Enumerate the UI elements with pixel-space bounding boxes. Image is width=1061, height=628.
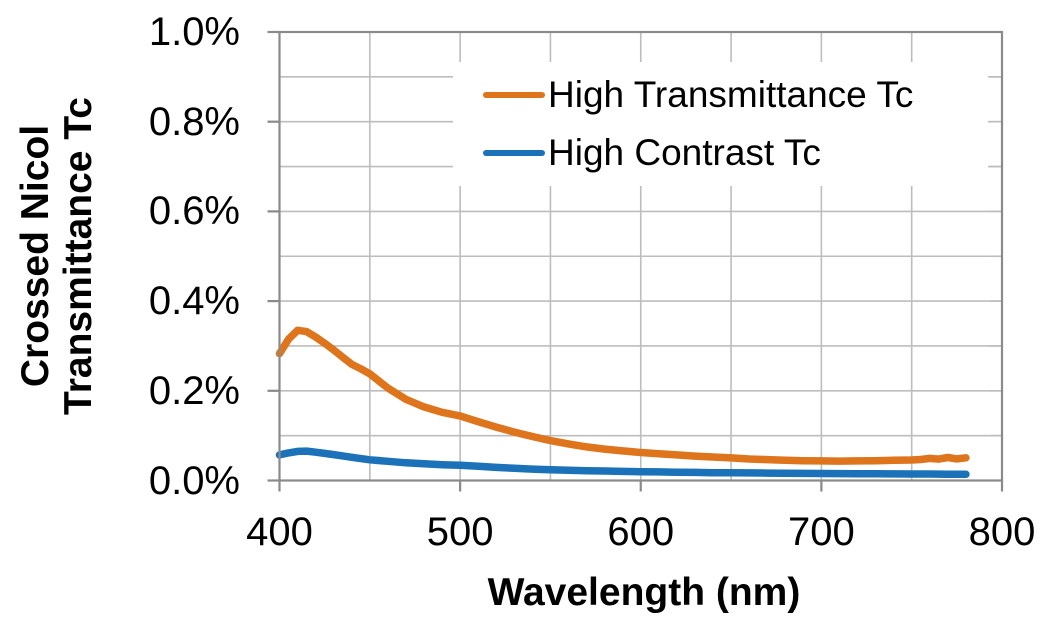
x-tick-label: 600 [607, 510, 675, 554]
x-tick-label: 800 [968, 510, 1036, 554]
y-tick-label: 0.8% [148, 99, 240, 144]
x-axis-title: Wavelength (nm) [487, 571, 801, 614]
x-tick-label: 700 [788, 510, 855, 554]
legend: High Transmittance Tc High Contrast Tc [453, 62, 988, 186]
y-axis-title-line1: Crossed Nicol [14, 124, 57, 388]
y-tick-label: 0.0% [148, 458, 240, 503]
x-tick-label: 400 [246, 510, 313, 554]
y-tick-label: 1.0% [148, 10, 240, 54]
legend-item-high-transmittance: High Transmittance Tc [453, 75, 913, 115]
series-line-high-transmittance [275, 326, 970, 465]
y-axis-title: Crossed Nicol Transmittance Tc [14, 97, 100, 415]
y-tick-label: 0.6% [148, 189, 240, 234]
y-axis-title-line2: Transmittance Tc [57, 97, 100, 415]
legend-swatch-high-contrast-icon [483, 150, 545, 156]
y-tick-label: 0.4% [148, 279, 240, 324]
y-tick-label: 0.2% [148, 368, 240, 413]
series-line-high-contrast [275, 447, 970, 479]
x-tick-label: 500 [426, 510, 494, 554]
legend-swatch-high-transmittance-icon [483, 92, 545, 98]
legend-item-high-contrast: High Contrast Tc [453, 133, 821, 173]
legend-label-high-transmittance: High Transmittance Tc [548, 74, 914, 115]
legend-label-high-contrast: High Contrast Tc [548, 132, 821, 173]
